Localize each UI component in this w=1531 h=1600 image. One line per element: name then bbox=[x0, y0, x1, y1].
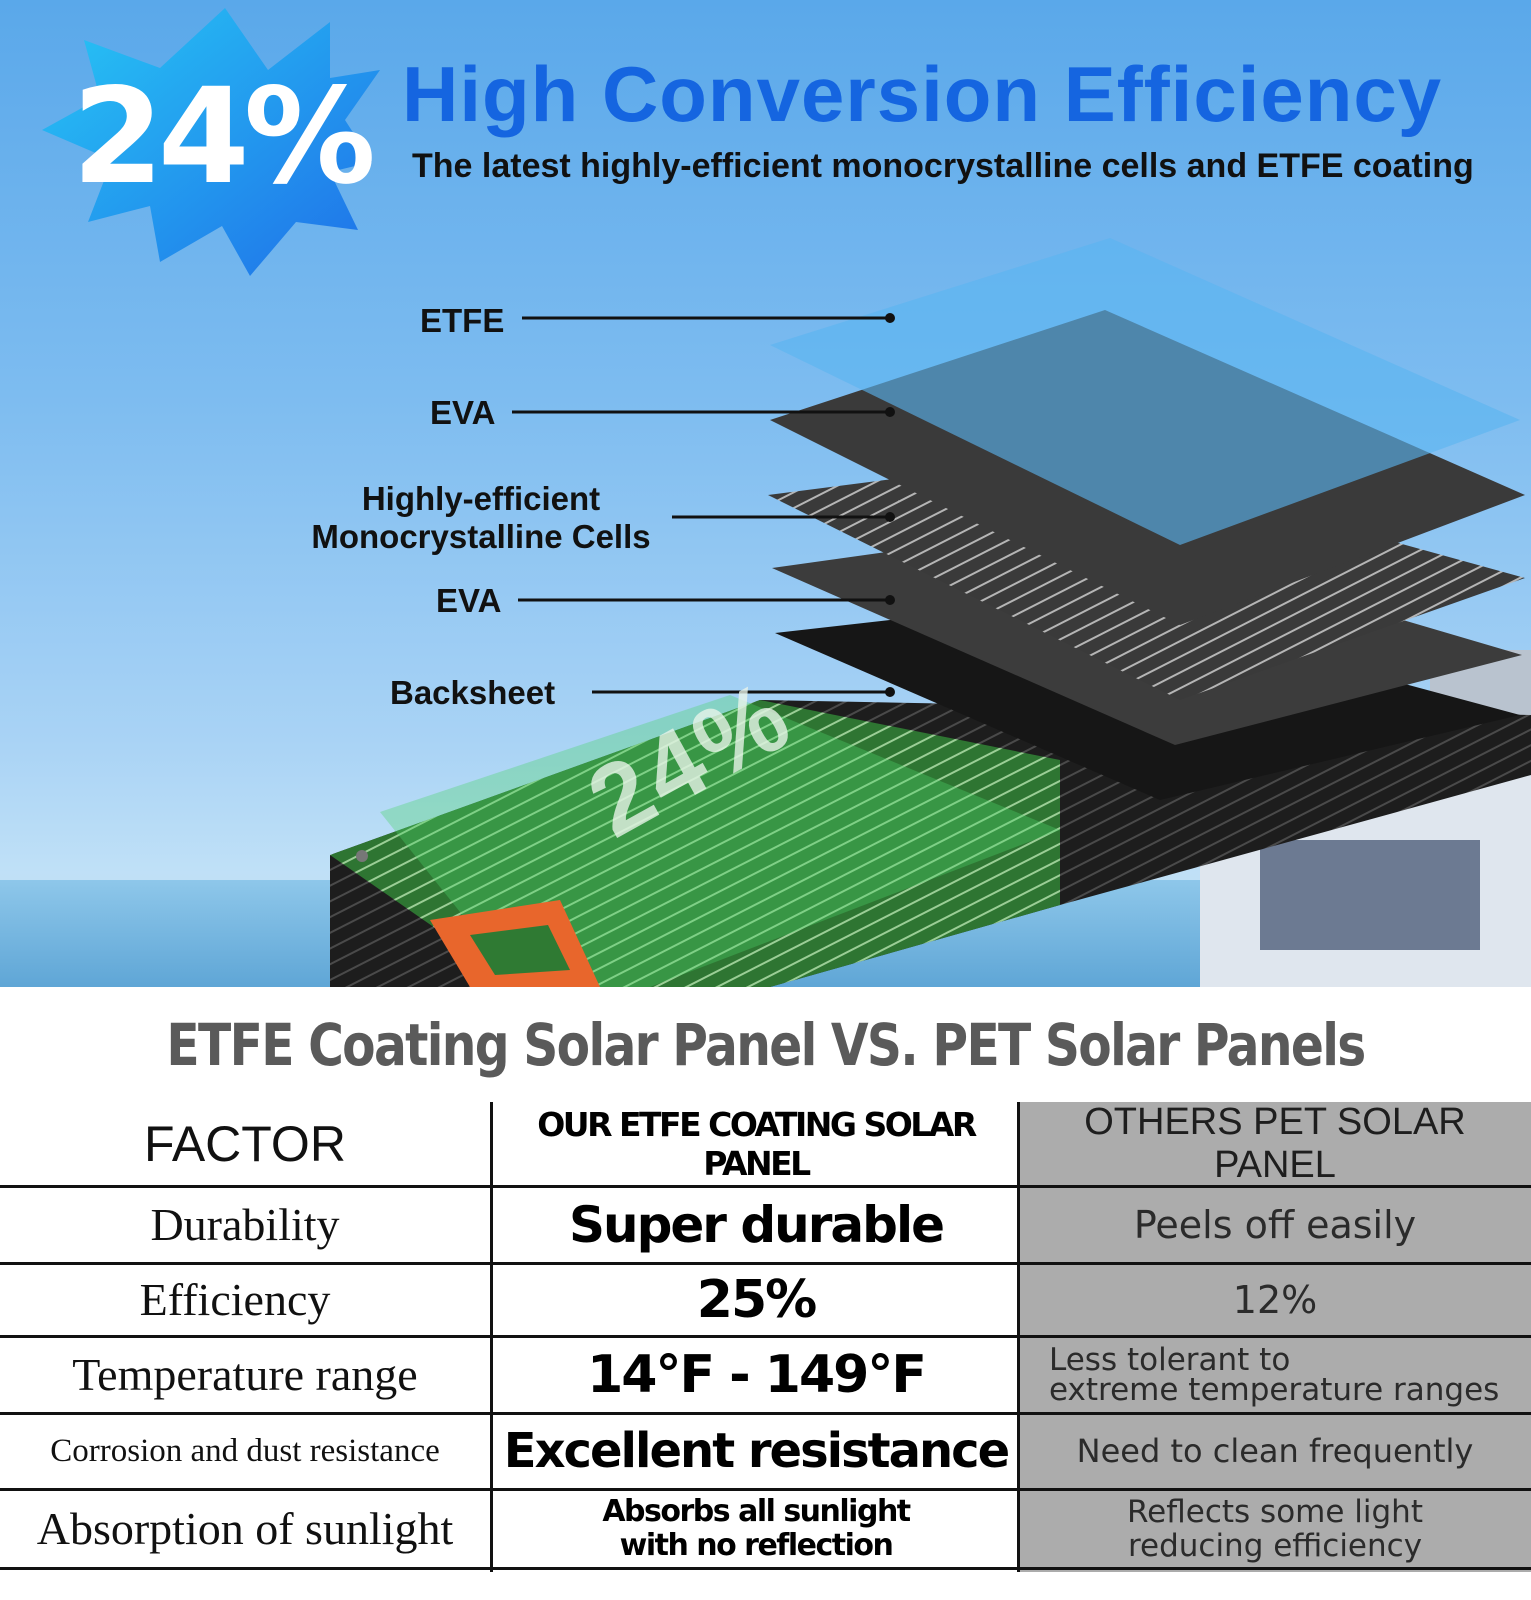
row-divider bbox=[0, 1488, 1531, 1491]
header-ours: OUR ETFE COATING SOLAR PANEL bbox=[537, 1105, 977, 1183]
row-divider bbox=[0, 1185, 1531, 1188]
label-cells-line2: Monocrystalline Cells bbox=[311, 518, 651, 555]
factor-temperature: Temperature range bbox=[72, 1349, 418, 1400]
label-eva-upper: EVA bbox=[430, 394, 496, 431]
ours-durability: Super durable bbox=[569, 1195, 945, 1254]
others-durability: Peels off easily bbox=[1133, 1202, 1417, 1247]
hero-subtitle: The latest highly-efficient monocrystall… bbox=[412, 147, 1474, 185]
others-temperature-line1: Less tolerant to bbox=[1049, 1341, 1291, 1378]
column-divider bbox=[1017, 1102, 1020, 1572]
efficiency-badge: 24% bbox=[72, 60, 376, 214]
row-divider bbox=[0, 1567, 1531, 1570]
label-cells: Highly-efficient Monocrystalline Cells bbox=[286, 480, 676, 556]
header-others: OTHERS PET SOLAR PANEL bbox=[1084, 1101, 1466, 1186]
others-absorption-line2: reducing efficiency bbox=[1127, 1527, 1423, 1564]
others-absorption-line1: Reflects some light bbox=[1127, 1493, 1423, 1530]
factor-durability: Durability bbox=[150, 1199, 340, 1250]
row-divider bbox=[0, 1335, 1531, 1338]
label-eva-lower: EVA bbox=[436, 582, 502, 619]
ours-efficiency: 25% bbox=[696, 1269, 817, 1330]
ours-absorption-line1: Absorbs all sunlight bbox=[602, 1493, 911, 1529]
ours-absorption-line2: with no reflection bbox=[619, 1527, 894, 1563]
factor-corrosion: Corrosion and dust resistance bbox=[50, 1432, 440, 1469]
leader-lines bbox=[512, 316, 890, 694]
factor-absorption: Absorption of sunlight bbox=[36, 1503, 454, 1554]
ours-temperature: 14°F - 149°F bbox=[587, 1344, 927, 1405]
factor-efficiency: Efficiency bbox=[139, 1274, 331, 1325]
label-backsheet: Backsheet bbox=[390, 674, 556, 711]
hero-banner: 24% High Conversion Efficiency The lates… bbox=[0, 0, 1531, 987]
hero-title: High Conversion Efficiency bbox=[402, 50, 1443, 138]
others-absorption: Reflects some light reducing efficiency bbox=[1019, 1489, 1531, 1568]
badge-starburst bbox=[42, 8, 380, 276]
ours-corrosion: Excellent resistance bbox=[503, 1423, 1010, 1479]
others-temperature: Less tolerant to extreme temperature ran… bbox=[1019, 1336, 1531, 1413]
others-corrosion: Need to clean frequently bbox=[1076, 1432, 1474, 1470]
solar-panel-illustration bbox=[0, 8, 1531, 987]
row-divider bbox=[0, 1412, 1531, 1415]
layer-etfe bbox=[770, 238, 1520, 545]
label-cells-line1: Highly-efficient bbox=[361, 480, 601, 517]
others-temperature-line2: extreme temperature ranges bbox=[1049, 1371, 1500, 1408]
row-divider bbox=[0, 1262, 1531, 1265]
ours-absorption: Absorbs all sunlight with no reflection bbox=[493, 1489, 1019, 1568]
others-efficiency: 12% bbox=[1232, 1277, 1318, 1322]
label-etfe: ETFE bbox=[420, 302, 505, 339]
column-divider bbox=[490, 1102, 493, 1572]
comparison-table: FACTOR OUR ETFE COATING SOLAR PANEL OTHE… bbox=[0, 1101, 1531, 1572]
header-factor: FACTOR bbox=[144, 1116, 346, 1172]
comparison-title: ETFE Coating Solar Panel VS. PET Solar P… bbox=[166, 1011, 1366, 1079]
